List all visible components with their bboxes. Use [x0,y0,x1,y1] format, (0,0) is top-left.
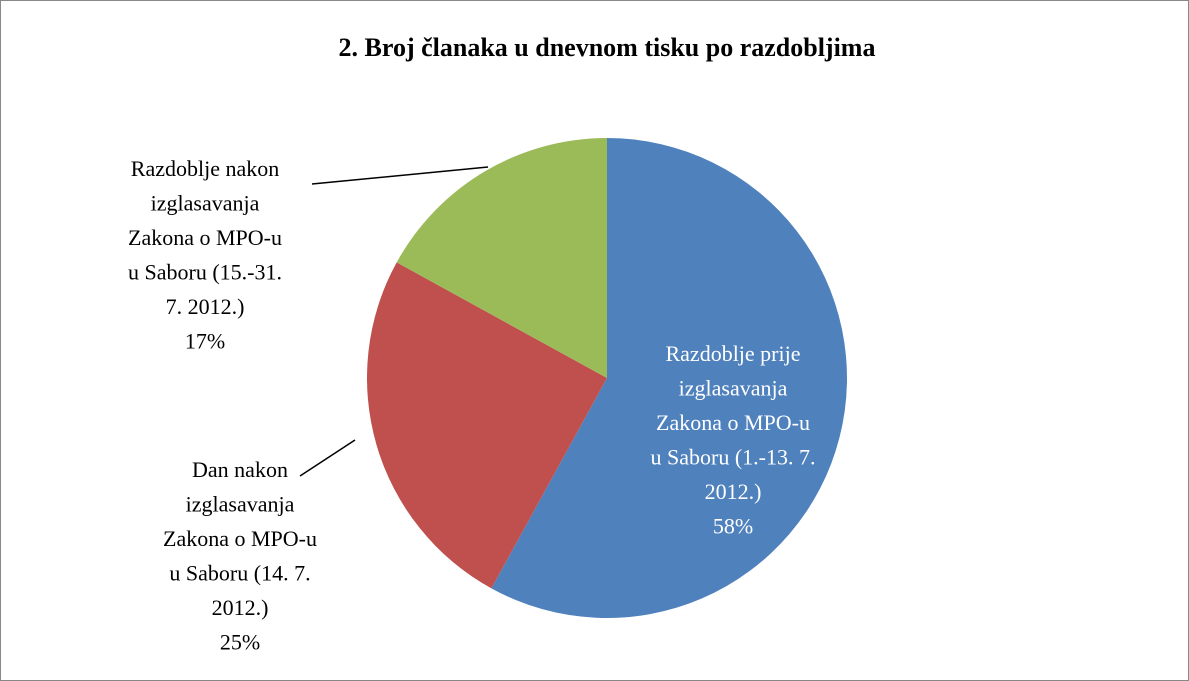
category-label: Dan nakon izglasavanja Zakona o MPO-u u Sab… [163,457,317,620]
pie-slice [396,138,607,378]
chart-title: 2. Broj članaka u dnevnom tisku po razdo… [339,33,876,62]
category-label: Razdoblje prije izglasavanja Zakona o MPO-… [651,341,816,504]
value-label: 25% [220,630,260,655]
pie-slice [366,262,607,589]
value-label: 58% [713,514,753,539]
leader-line [299,439,356,477]
leader-line [311,166,489,185]
category-label: Razdoblje nakon izglasavanja Zakona o MPO-… [128,156,282,319]
pie-slice [491,138,847,618]
value-label: 17% [185,329,225,354]
